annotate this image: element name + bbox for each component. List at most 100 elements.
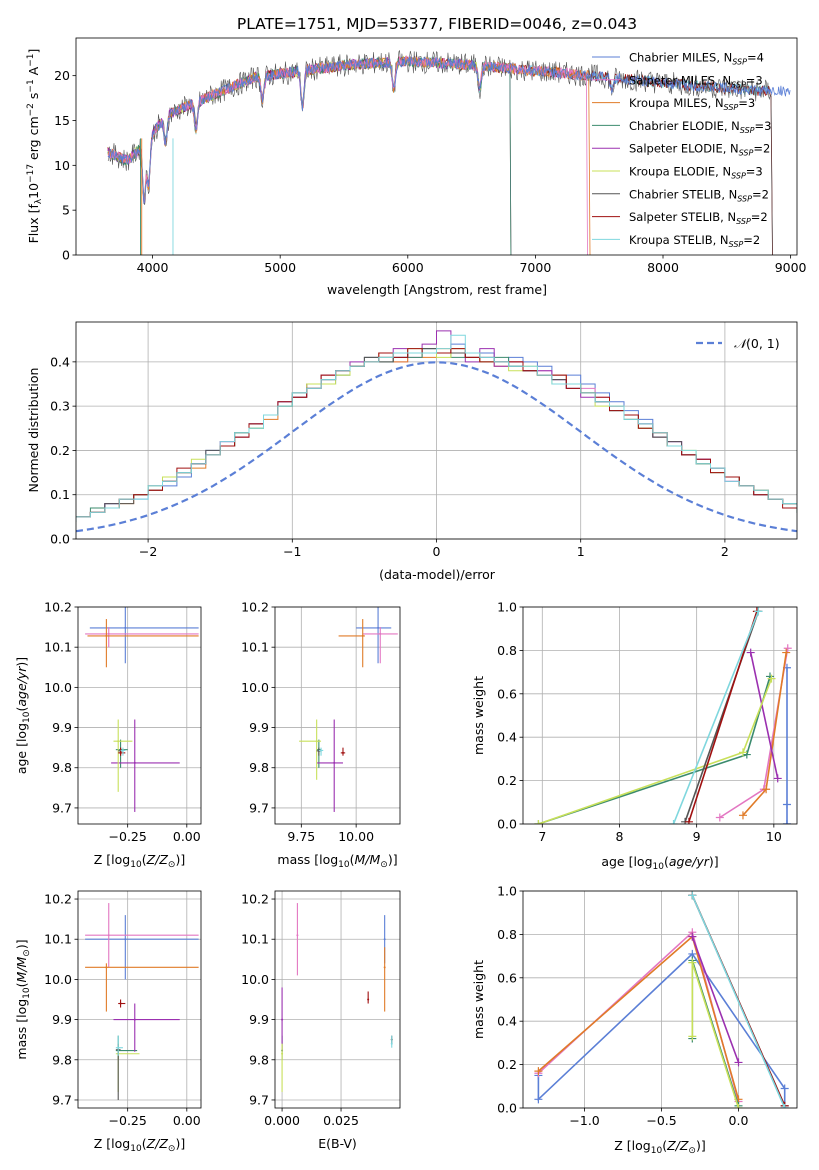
x-tick-label: −2	[139, 544, 157, 559]
x-tick-label: 8	[616, 829, 624, 844]
y-tick-label: 10.1	[241, 932, 269, 947]
x-axis-label: age [log10(age/yr)]	[601, 854, 718, 872]
data-point	[296, 934, 299, 937]
y-tick-label: 9.9	[249, 720, 269, 735]
error-bars	[85, 903, 199, 1100]
x-tick-label: 5000	[264, 260, 296, 275]
weight-marker	[767, 674, 776, 683]
legend-label: 𝒩(0, 1)	[734, 336, 780, 351]
weight-series-line	[537, 930, 740, 1102]
figure-title: PLATE=1751, MJD=53377, FIBERID=0046, z=0…	[237, 15, 637, 33]
y-tick-label: 0.2	[497, 773, 517, 788]
weight-series-line	[688, 611, 758, 823]
weight-series-line	[691, 936, 740, 1063]
y-tick-label: 0.0	[50, 532, 70, 547]
weight-marker	[780, 1084, 789, 1093]
data-point	[124, 626, 127, 629]
y-tick-label: 9.7	[52, 1092, 72, 1107]
data-point	[105, 634, 108, 637]
legend-label: Kroupa MILES, NSSP=3	[629, 96, 755, 112]
y-tick-label: 0.0	[497, 1101, 517, 1116]
x-tick-label: 0.00	[173, 829, 201, 844]
residuals-panel: −2 −1 0 1 2 0.0 0.1 0.2 0.3 0.4 𝒩(0, 1) (data-model…	[26, 321, 798, 582]
y-tick-label: 10.2	[44, 892, 72, 907]
x-tick-label: 10.00	[338, 829, 374, 844]
age-vs-mass-panel: 9.75 10.00 9.7 9.8 9.9 10.0 10.1 10.2 mass [log1…	[241, 600, 401, 870]
weight-marker	[734, 1104, 743, 1108]
y-tick-label: 9.9	[52, 1012, 72, 1027]
data-point	[121, 749, 124, 752]
y-tick-label: 9.7	[249, 800, 269, 815]
y-tick-label: 10	[54, 158, 70, 173]
axes-frame	[77, 606, 202, 825]
y-tick-label: 0.1	[50, 487, 70, 502]
legend-label: Chabrier MILES, NSSP=4	[629, 51, 764, 67]
y-tick-label: 10.1	[241, 640, 269, 655]
weight-series-line	[537, 935, 740, 1100]
y-tick-label: 0.4	[497, 730, 517, 745]
x-tick-label: 0.0	[729, 1113, 749, 1128]
x-axis-label: wavelength [Angstrom, rest frame]	[327, 282, 547, 297]
weight-marker	[734, 1058, 743, 1067]
weight-marker	[738, 748, 747, 757]
data-point	[124, 938, 127, 941]
weight-marker	[669, 820, 678, 824]
weight-lines	[534, 607, 792, 824]
data-point	[379, 632, 382, 635]
spectrum-lines	[107, 49, 791, 255]
weight-series-line	[749, 652, 779, 779]
legend-label: Chabrier STELIB, NSSP=2	[629, 187, 769, 203]
y-tick-label: 0.4	[497, 1014, 517, 1029]
weight-marker	[738, 811, 747, 820]
y-tick-label: 0.6	[497, 970, 517, 985]
weight-marker	[782, 800, 791, 809]
y-tick-label: 15	[54, 113, 70, 128]
x-tick-label: 2	[721, 544, 729, 559]
spectrum-series-line	[107, 56, 791, 204]
weight-marker	[688, 932, 697, 941]
y-axis-label: Normed distribution	[26, 368, 41, 493]
axes-frame	[274, 606, 401, 825]
data-point	[383, 938, 386, 941]
weight-marker	[783, 644, 792, 653]
weight-marker	[688, 1032, 697, 1041]
spectrum-series-line	[107, 55, 588, 255]
spectrum-series-line	[107, 55, 512, 255]
weight-lines	[534, 891, 789, 1108]
legend-label: Chabrier ELODIE, NSSP=3	[629, 119, 771, 135]
axes-frame	[274, 890, 401, 1109]
spectrum-legend: Chabrier MILES, NSSP=4 Salpeter MILES, NS…	[592, 51, 771, 249]
data-point	[390, 1042, 393, 1045]
x-tick-label: −1.0	[569, 1113, 599, 1128]
axes-frame	[77, 890, 202, 1109]
axes-frame	[522, 890, 798, 1109]
axes-frame	[75, 321, 798, 540]
residual-histogram-step	[76, 348, 797, 522]
y-tick-label: 10.2	[241, 892, 269, 907]
y-tick-label: 1.0	[497, 884, 517, 899]
data-point	[107, 632, 110, 635]
weight-marker	[746, 648, 755, 657]
y-tick-label: 0.4	[50, 354, 70, 369]
data-point	[133, 1018, 136, 1021]
weight-marker	[688, 891, 697, 900]
residual-histogram-step	[76, 348, 797, 522]
weight-marker	[684, 817, 693, 824]
weight-vs-metallicity-panel: −1.0 −0.5 0.0 0.0 0.2 0.4 0.6 0.8 1.0 Z [log10(Z/…	[471, 884, 798, 1156]
weight-marker	[688, 958, 697, 967]
weight-marker	[715, 813, 724, 822]
y-tick-label: 10.0	[44, 680, 72, 695]
y-tick-label: 9.8	[52, 760, 72, 775]
y-tick-label: 0.8	[497, 643, 517, 658]
data-point	[361, 634, 364, 637]
y-tick-label: 1.0	[497, 600, 517, 615]
weight-marker	[754, 607, 763, 616]
x-axis-label: Z [log10(Z/Z⊙)]	[94, 852, 185, 870]
legend-label: Salpeter ELODIE, NSSP=2	[629, 142, 770, 158]
y-tick-label: 9.9	[52, 720, 72, 735]
spectrum-series-line	[107, 55, 512, 255]
x-tick-label: −0.25	[109, 829, 147, 844]
weight-series-line	[691, 894, 786, 1108]
data-point	[133, 761, 136, 764]
weight-marker	[780, 1104, 789, 1108]
